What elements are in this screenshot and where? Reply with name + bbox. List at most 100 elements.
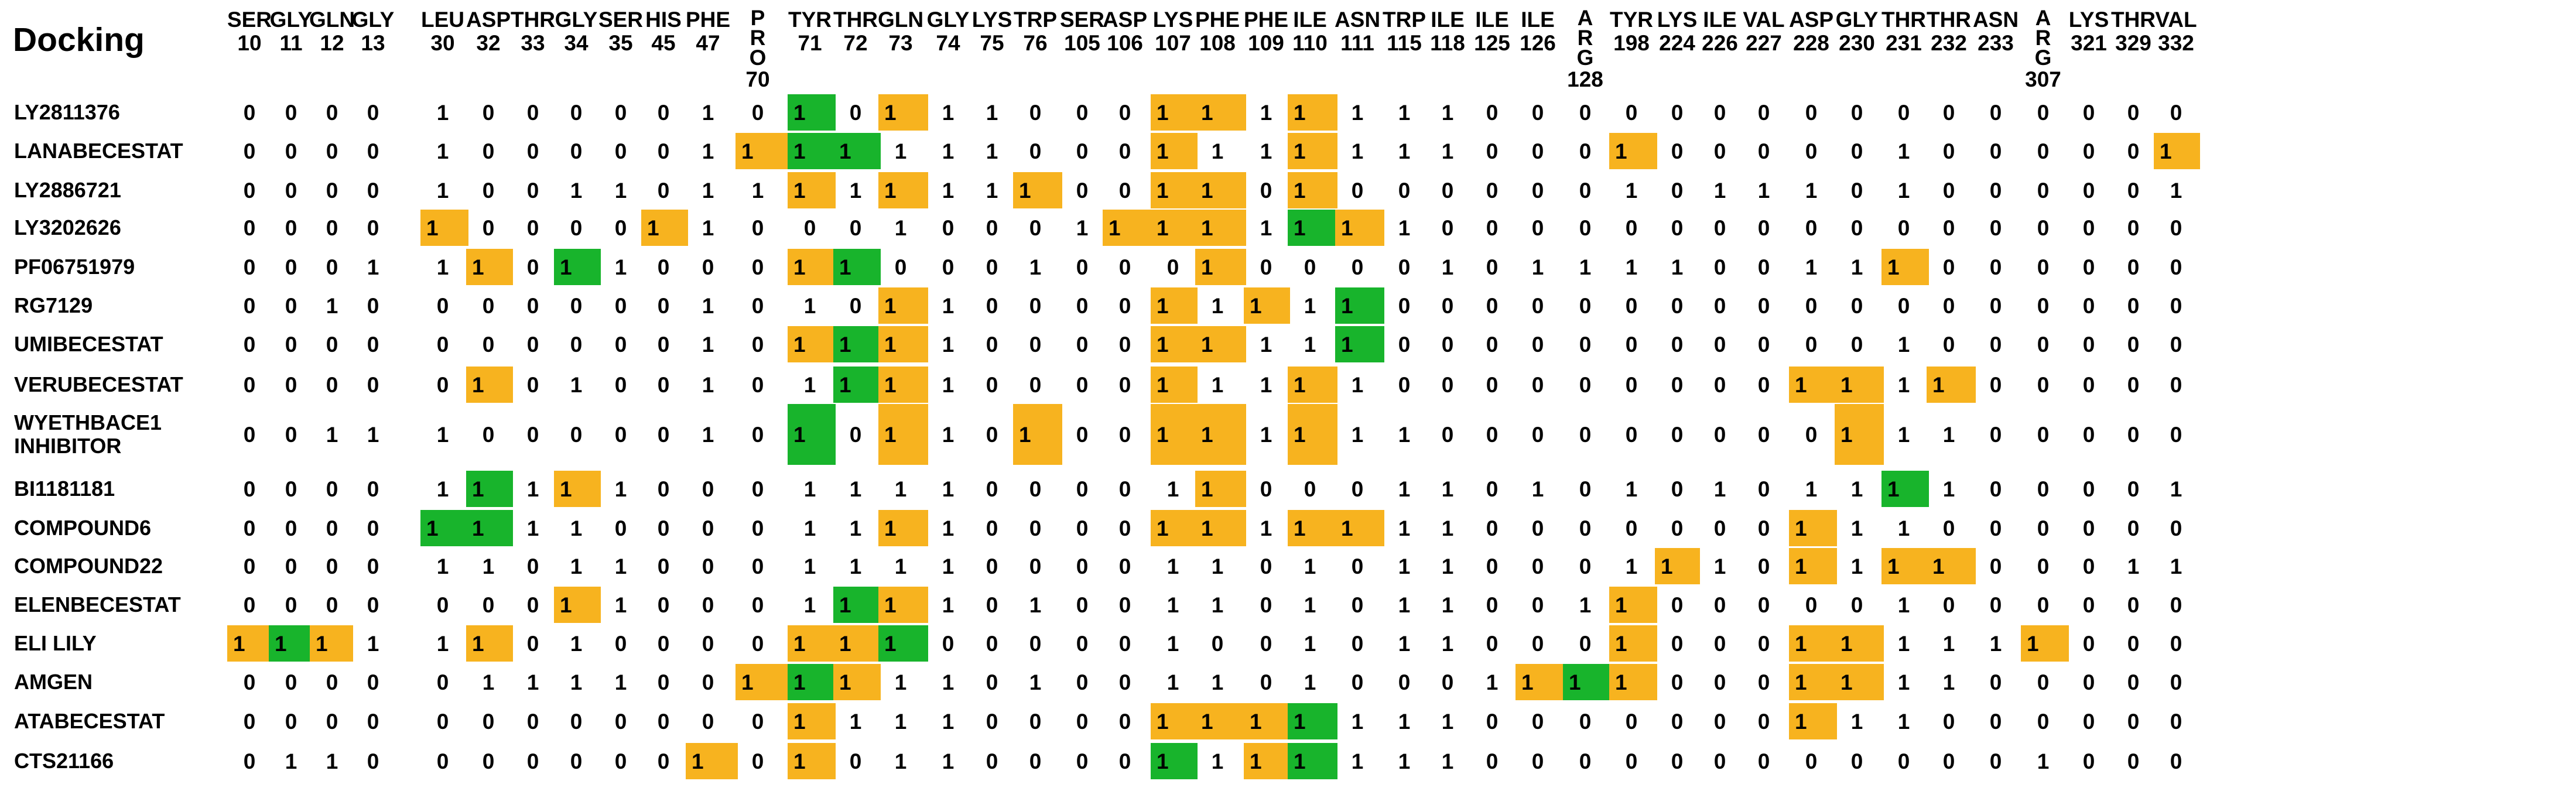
residue-name: PHE — [685, 8, 731, 32]
interaction-cell: 1 — [1579, 255, 1592, 279]
interaction-cell: 1 — [894, 554, 907, 578]
residue-number: 332 — [2158, 31, 2194, 55]
interaction-cell: 0 — [1076, 477, 1089, 501]
residue-name: GLY — [555, 8, 598, 32]
interaction-cell: 0 — [1989, 593, 2002, 617]
residue-number: 75 — [980, 31, 1004, 55]
residue-header: ARG 307 — [2011, 7, 2075, 91]
interaction-cell: 1 — [2170, 179, 2182, 203]
interaction-cell: 0 — [1713, 749, 1726, 773]
interaction-cell: 0 — [2170, 749, 2182, 773]
residue-name: PHE — [1243, 8, 1289, 32]
interaction-cell: 0 — [657, 593, 670, 617]
interaction-cell: 0 — [1486, 373, 1499, 397]
interaction-cell: 1 — [788, 404, 836, 465]
interaction-cell: 0 — [657, 632, 670, 656]
interaction-cell: 0 — [1029, 710, 1042, 734]
interaction-cell: 1 — [326, 749, 338, 773]
interaction-cell: 1 — [1516, 664, 1565, 700]
interaction-cell: 1 — [1850, 477, 1863, 501]
interaction-cell: 1 — [1103, 210, 1153, 246]
interaction-cell: 1 — [1211, 373, 1224, 397]
interaction-cell: 1 — [833, 249, 881, 285]
interaction-cell: 1 — [1398, 139, 1411, 163]
interaction-cell: 1 — [878, 367, 928, 403]
interaction-cell: 1 — [788, 133, 836, 169]
interaction-cell: 1 — [1713, 477, 1726, 501]
interaction-cell: 0 — [751, 632, 764, 656]
interaction-cell: 0 — [1897, 101, 1910, 125]
interaction-cell: 1 — [833, 133, 881, 169]
interaction-cell: 1 — [1713, 179, 1726, 203]
interaction-cell: 1 — [878, 510, 928, 546]
interaction-cell: 0 — [1076, 179, 1089, 203]
interaction-cell: 1 — [1398, 593, 1411, 617]
interaction-cell: 0 — [657, 423, 670, 447]
residue-number: 226 — [1702, 31, 1738, 55]
interaction-cell: 0 — [1486, 632, 1499, 656]
interaction-cell: 0 — [367, 179, 379, 203]
interaction-cell: 1 — [1609, 587, 1657, 623]
interaction-cell: 0 — [1805, 101, 1818, 125]
interaction-cell: 0 — [570, 216, 583, 240]
residue-number: 34 — [564, 31, 589, 55]
interaction-cell: 0 — [526, 749, 539, 773]
drug-label-line: LANABECESTAT — [14, 139, 183, 163]
interaction-cell: 0 — [1531, 179, 1544, 203]
interaction-cell: 0 — [614, 632, 627, 656]
interaction-cell: 0 — [1805, 333, 1818, 357]
interaction-cell: 1 — [1789, 664, 1837, 700]
drug-label-line: COMPOUND6 — [14, 516, 152, 540]
interaction-cell: 1 — [526, 516, 539, 540]
interaction-cell: 1 — [1805, 179, 1818, 203]
interaction-cell: 0 — [285, 373, 297, 397]
interaction-cell: 0 — [367, 593, 379, 617]
interaction-cell: 0 — [436, 710, 449, 734]
interaction-cell: 0 — [1351, 179, 1364, 203]
interaction-cell: 0 — [1989, 333, 2002, 357]
residue-name: SER — [227, 8, 272, 32]
residue-number: 224 — [1659, 31, 1695, 55]
interaction-cell: 0 — [1029, 749, 1042, 773]
interaction-cell: 0 — [1805, 749, 1818, 773]
interaction-cell: 0 — [2082, 632, 2095, 656]
interaction-cell: 0 — [2127, 216, 2140, 240]
interaction-cell: 1 — [1398, 516, 1411, 540]
drug-label-line: BI1181181 — [14, 477, 115, 501]
interaction-cell: 1 — [1897, 423, 1910, 447]
interaction-cell: 0 — [1625, 710, 1638, 734]
interaction-cell: 0 — [1850, 216, 1863, 240]
interaction-cell: 1 — [1304, 593, 1316, 617]
interaction-cell: 0 — [657, 101, 670, 125]
interaction-cell: 0 — [1029, 101, 1042, 125]
residue-number: 73 — [888, 31, 913, 55]
interaction-cell: 1 — [878, 94, 928, 131]
interaction-cell: 0 — [1671, 333, 1684, 357]
interaction-cell: 0 — [243, 139, 256, 163]
interaction-cell: 0 — [1531, 516, 1544, 540]
residue-header: LYS 107 — [1141, 8, 1205, 55]
interaction-cell: 1 — [849, 710, 862, 734]
interaction-cell: 0 — [1486, 516, 1499, 540]
residue-header: VAL 332 — [2144, 8, 2208, 55]
interaction-cell: 0 — [243, 373, 256, 397]
interaction-cell: 0 — [1989, 710, 2002, 734]
interaction-cell: 1 — [788, 703, 836, 739]
interaction-cell: 1 — [1441, 749, 1454, 773]
interaction-cell: 0 — [2037, 477, 2050, 501]
interaction-cell: 0 — [1897, 294, 1910, 318]
interaction-cell: 0 — [1579, 423, 1592, 447]
interaction-cell: 1 — [1304, 554, 1316, 578]
interaction-cell: 0 — [1076, 333, 1089, 357]
interaction-cell: 0 — [1531, 373, 1544, 397]
interaction-cell: 1 — [894, 139, 907, 163]
interaction-cell: 0 — [367, 516, 379, 540]
interaction-cell: 0 — [1989, 423, 2002, 447]
interaction-cell: 0 — [1757, 516, 1770, 540]
interaction-cell: 1 — [803, 593, 816, 617]
interaction-cell: 1 — [878, 172, 928, 208]
interaction-cell: 0 — [1531, 216, 1544, 240]
residue-name: SER — [598, 8, 644, 32]
interaction-cell: 0 — [285, 139, 297, 163]
interaction-cell: 1 — [849, 477, 862, 501]
